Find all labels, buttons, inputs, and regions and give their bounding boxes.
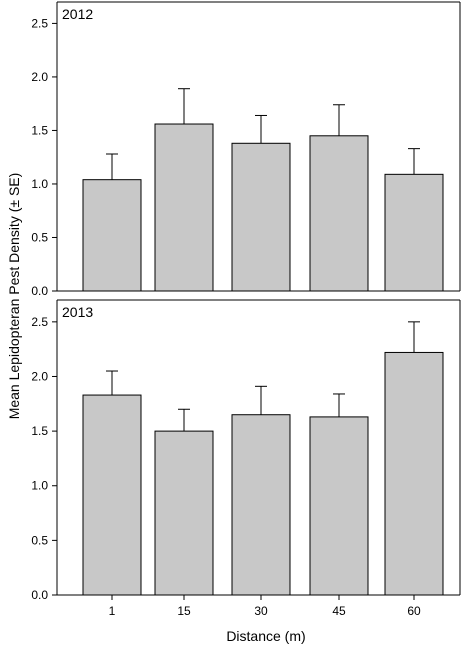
x-tick-label: 30: [254, 604, 268, 618]
y-tick-label: 1.5: [31, 123, 48, 137]
y-tick-label: 1.0: [31, 479, 48, 493]
bar: [384, 173, 444, 292]
bar: [154, 123, 214, 292]
panel-2013: 0.0 0.5 1.0 1.5 2.0 2.5 2013 1 15 30 45 60: [31, 299, 461, 618]
y-tick-label: 2.5: [31, 315, 48, 329]
bar: [82, 394, 142, 596]
x-tick-label: 45: [332, 604, 346, 618]
y-tick-label: 0.0: [31, 284, 48, 298]
y-tick-label: 2.5: [31, 16, 48, 30]
bar: [231, 414, 291, 596]
y-axis-title: Mean Lepidopteran Pest Density (± SE): [6, 173, 22, 420]
x-tick-label: 1: [109, 604, 116, 618]
x-tick-label: 15: [177, 604, 191, 618]
y-tick-label: 1.0: [31, 177, 48, 191]
panel-2012: 0.0 0.5 1.0 1.5 2.0 2.5 2012: [31, 1, 461, 298]
bar: [309, 416, 369, 596]
bar: [82, 179, 142, 292]
y-tick-label: 2.0: [31, 70, 48, 84]
y-tick-label: 1.5: [31, 424, 48, 438]
bar: [309, 135, 369, 292]
y-tick-label: 0.5: [31, 230, 48, 244]
panel-title: 2013: [62, 304, 93, 320]
bar: [154, 430, 214, 596]
panel-title: 2012: [62, 6, 93, 22]
y-tick-label: 0.0: [31, 588, 48, 602]
y-tick-label: 0.5: [31, 533, 48, 547]
x-axis-title: Distance (m): [226, 628, 305, 644]
x-tick-label: 60: [407, 604, 421, 618]
y-tick-label: 2.0: [31, 369, 48, 383]
bar: [384, 351, 444, 596]
bar: [231, 142, 291, 292]
